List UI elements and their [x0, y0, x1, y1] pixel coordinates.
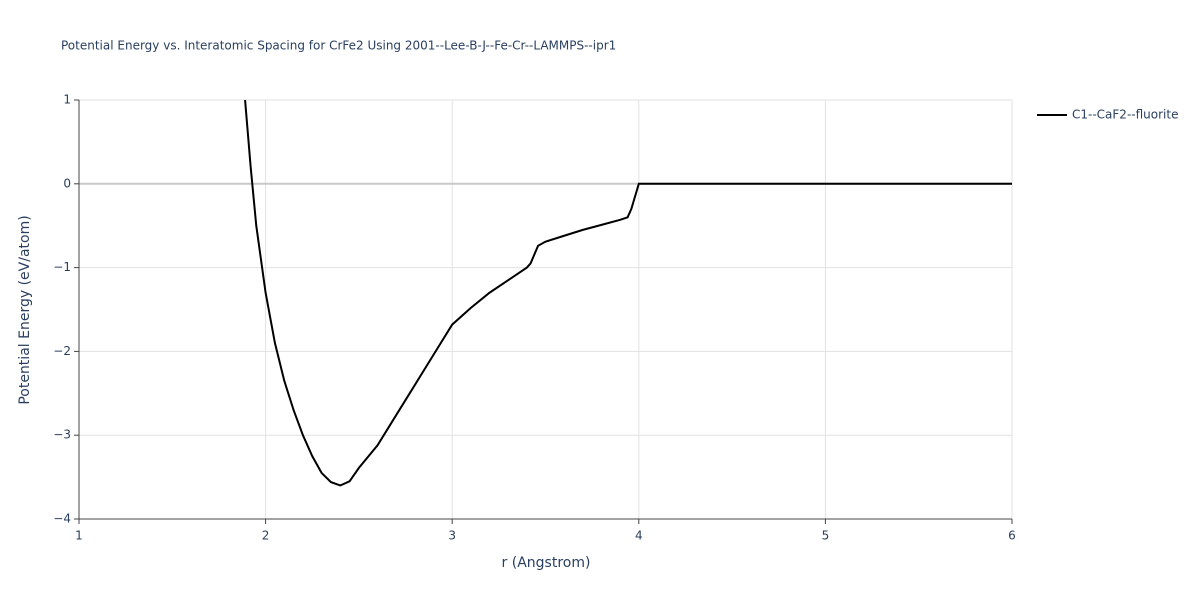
x-tick-label: 3	[448, 529, 456, 543]
y-axis-title: Potential Energy (eV/atom)	[17, 215, 33, 404]
x-tick-label: 5	[822, 529, 830, 543]
x-tick-label: 1	[75, 529, 83, 543]
y-tick-label: −4	[53, 512, 71, 526]
y-tick-label: 1	[63, 93, 71, 107]
y-tick-label: 0	[63, 176, 71, 190]
x-tick-label: 2	[262, 529, 270, 543]
x-axis-title: r (Angstrom)	[502, 555, 591, 571]
data-line	[244, 99, 1012, 487]
y-tick-label: −1	[53, 260, 71, 274]
x-tick-label: 4	[635, 529, 643, 543]
y-tick-label: −2	[53, 344, 71, 358]
legend-label: C1--CaF2--fluorite	[1072, 108, 1178, 122]
chart-title: Potential Energy vs. Interatomic Spacing…	[61, 39, 616, 53]
x-tick-label: 6	[1008, 529, 1016, 543]
y-tick-label: −3	[53, 428, 71, 442]
